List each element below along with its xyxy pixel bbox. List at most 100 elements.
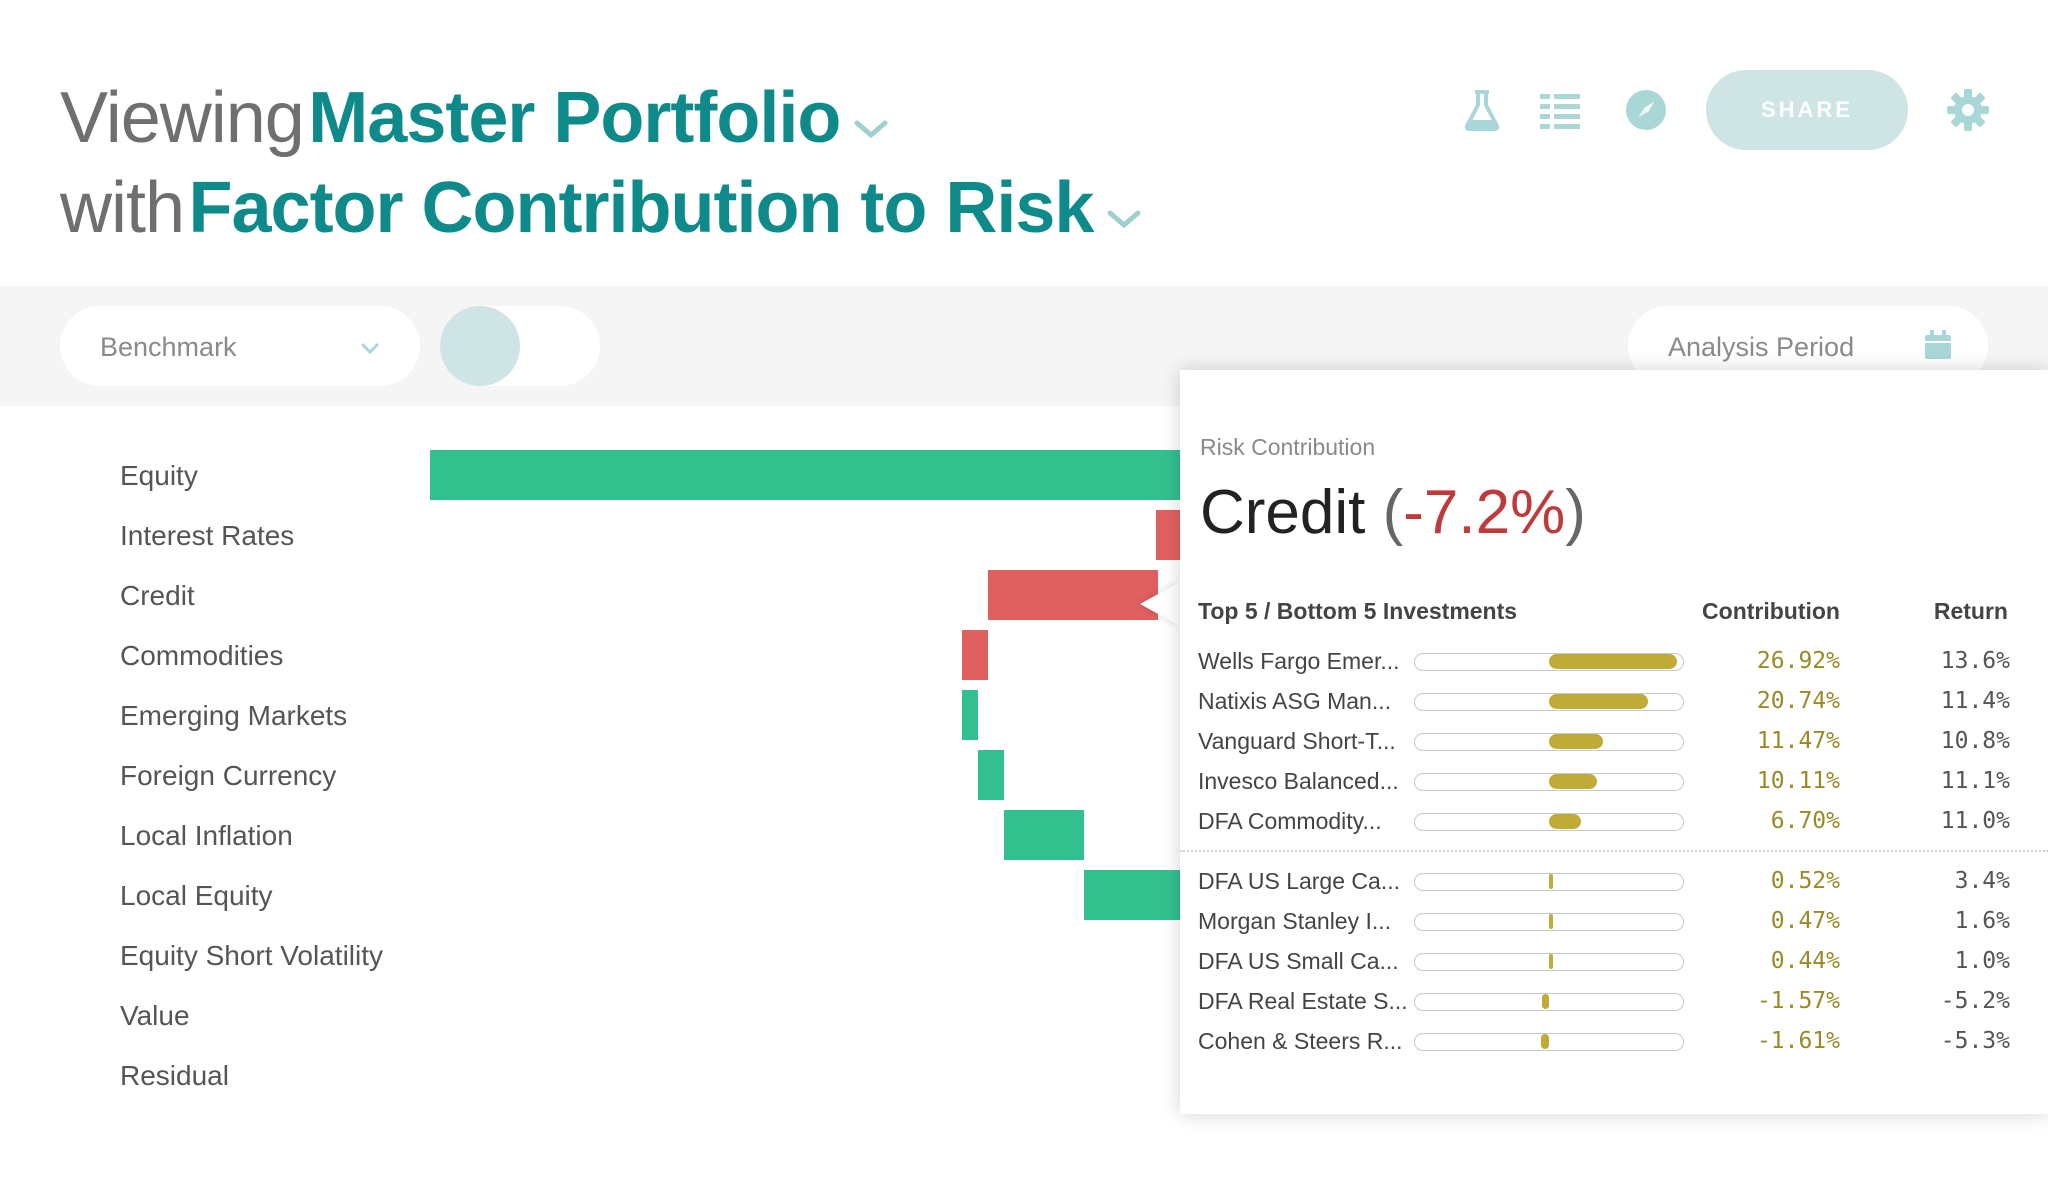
contribution-bar-track (1414, 653, 1684, 671)
compass-icon[interactable] (1624, 88, 1668, 132)
contribution-bar-fill (1549, 774, 1598, 789)
factor-bar-local-inflation[interactable] (1004, 810, 1084, 860)
investment-name: DFA Real Estate S... (1198, 988, 1408, 1014)
chevron-down-icon[interactable] (1106, 207, 1142, 235)
tooltip-subtitle: Risk Contribution (1200, 434, 1376, 460)
investment-return: -5.2% (1940, 988, 2010, 1014)
table-row[interactable]: Wells Fargo Emer... 26.92% 13.6% (1180, 642, 2048, 682)
investment-name: Morgan Stanley I... (1198, 908, 1392, 934)
investment-contribution: 11.47% (1756, 728, 1840, 754)
chevron-down-icon (360, 342, 380, 361)
investment-return: 10.8% (1940, 728, 2010, 754)
factor-label-equity: Equity (120, 460, 198, 491)
investment-contribution: 0.52% (1770, 868, 1840, 894)
contribution-bar-track (1414, 813, 1684, 831)
investment-contribution: 10.11% (1756, 768, 1840, 794)
investment-contribution: 6.70% (1770, 808, 1840, 834)
contribution-bar-fill (1541, 1034, 1549, 1049)
investment-return: 1.0% (1954, 948, 2010, 974)
investment-contribution: 0.44% (1770, 948, 1840, 974)
top-bottom-divider (1180, 850, 2048, 852)
factor-bar-local-equity[interactable] (1084, 870, 1190, 920)
investment-return: 11.1% (1940, 768, 2010, 794)
contribution-bar-track (1414, 733, 1684, 751)
investment-return: 11.0% (1940, 808, 2010, 834)
title-line-1: Viewing Master Portfolio (60, 82, 889, 154)
tooltip-factor-name: Credit (1200, 478, 1366, 547)
contribution-bar-fill (1549, 694, 1648, 709)
share-button[interactable]: SHARE (1706, 70, 1908, 150)
title-line-2: with Factor Contribution to Risk (60, 172, 1142, 244)
investment-name: Invesco Balanced... (1198, 768, 1399, 794)
gear-icon[interactable] (1946, 88, 1990, 132)
tooltip-arrow (1140, 582, 1180, 626)
investment-return: 11.4% (1940, 688, 2010, 714)
investment-contribution: 26.92% (1756, 648, 1840, 674)
factor-label-equity-short-volatility: Equity Short Volatility (120, 940, 384, 971)
title-prefix-with: with (60, 168, 185, 248)
contribution-bar-track (1414, 1033, 1684, 1051)
factor-bar-equity[interactable] (430, 450, 1190, 500)
table-row[interactable]: Cohen & Steers R... -1.61% -5.3% (1180, 1022, 2048, 1062)
investment-return: 13.6% (1940, 648, 2010, 674)
risk-contribution-tooltip: Risk Contribution Credit (-7.2%) Top 5 /… (1180, 370, 2048, 1114)
col-header-return: Return (1933, 598, 2008, 624)
investment-contribution: -1.61% (1756, 1028, 1840, 1054)
investment-contribution: -1.57% (1756, 988, 1840, 1014)
contribution-bar-track (1414, 773, 1684, 791)
investment-contribution: 20.74% (1756, 688, 1840, 714)
toggle-knob[interactable] (440, 306, 520, 386)
contribution-bar-track (1414, 693, 1684, 711)
contribution-bar-track (1414, 953, 1684, 971)
contribution-bar-track (1414, 913, 1684, 931)
factor-label-local-equity: Local Equity (120, 880, 273, 911)
factor-bar-commodities[interactable] (962, 630, 988, 680)
factor-label-residual: Residual (120, 1060, 229, 1091)
analysis-selector[interactable]: Factor Contribution to Risk (188, 168, 1095, 248)
investment-name: Vanguard Short-T... (1198, 728, 1396, 754)
table-row[interactable]: DFA Commodity... 6.70% 11.0% (1180, 802, 2048, 842)
flask-icon[interactable] (1460, 88, 1504, 132)
factor-bar-credit[interactable] (988, 570, 1158, 620)
factor-label-value: Value (120, 1000, 190, 1031)
portfolio-selector[interactable]: Master Portfolio (308, 78, 841, 158)
factor-label-commodities: Commodities (120, 640, 284, 671)
contribution-bar-fill (1549, 954, 1553, 969)
investment-contribution: 0.47% (1770, 908, 1840, 934)
investment-name: Cohen & Steers R... (1198, 1028, 1403, 1054)
factor-label-local-inflation: Local Inflation (120, 820, 293, 851)
factor-label-credit: Credit (120, 580, 195, 611)
chevron-down-icon[interactable] (853, 117, 889, 145)
table-row[interactable]: Natixis ASG Man... 20.74% 11.4% (1180, 682, 2048, 722)
investment-name: DFA US Small Ca... (1198, 948, 1399, 974)
contribution-bar-fill (1549, 914, 1553, 929)
table-row[interactable]: Morgan Stanley I... 0.47% 1.6% (1180, 902, 2048, 942)
contribution-bar-track (1414, 873, 1684, 891)
investment-return: 1.6% (1954, 908, 2010, 934)
factor-label-interest-rates: Interest Rates (120, 520, 295, 551)
calendar-icon[interactable] (1924, 330, 1952, 365)
table-row[interactable]: Vanguard Short-T... 11.47% 10.8% (1180, 722, 2048, 762)
tooltip-factor-value: -7.2% (1403, 478, 1566, 547)
tooltip-title: Credit (-7.2%) (1200, 478, 1586, 547)
contribution-bar-track (1414, 993, 1684, 1011)
factor-bar-emerging-markets[interactable] (962, 690, 978, 740)
contribution-bar-fill (1541, 994, 1549, 1009)
investment-name: Natixis ASG Man... (1198, 688, 1392, 714)
title-prefix-viewing: Viewing (60, 78, 305, 158)
list-icon[interactable] (1538, 88, 1582, 132)
col-header-investments: Top 5 / Bottom 5 Investments (1198, 598, 1518, 624)
table-row[interactable]: Invesco Balanced... 10.11% 11.1% (1180, 762, 2048, 802)
table-row[interactable]: DFA US Small Ca... 0.44% 1.0% (1180, 942, 2048, 982)
table-row[interactable]: DFA Real Estate S... -1.57% -5.2% (1180, 982, 2048, 1022)
table-row[interactable]: DFA US Large Ca... 0.52% 3.4% (1180, 862, 2048, 902)
benchmark-select[interactable]: Benchmark (60, 306, 420, 386)
investment-return: -5.3% (1940, 1028, 2010, 1054)
col-header-contribution: Contribution (1702, 598, 1840, 624)
factor-bar-foreign-currency[interactable] (978, 750, 1004, 800)
benchmark-toggle[interactable] (440, 306, 600, 386)
contribution-bar-fill (1549, 874, 1553, 889)
analysis-period-label: Analysis Period (1668, 332, 1855, 362)
factor-label-emerging-markets: Emerging Markets (120, 700, 348, 731)
benchmark-label: Benchmark (100, 332, 237, 362)
